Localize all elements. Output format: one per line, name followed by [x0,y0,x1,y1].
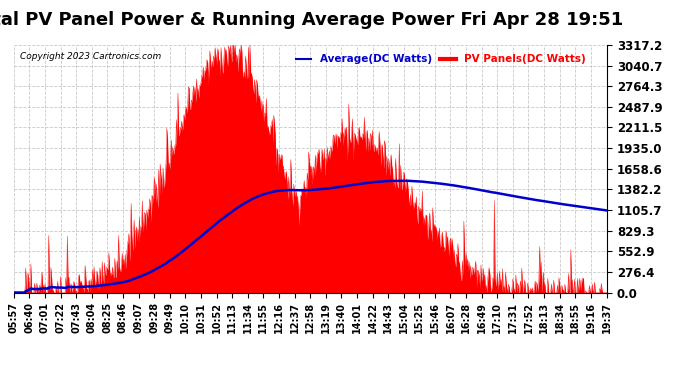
Text: Total PV Panel Power & Running Average Power Fri Apr 28 19:51: Total PV Panel Power & Running Average P… [0,11,623,29]
Legend: Average(DC Watts), PV Panels(DC Watts): Average(DC Watts), PV Panels(DC Watts) [292,50,590,69]
Text: Copyright 2023 Cartronics.com: Copyright 2023 Cartronics.com [20,53,161,62]
